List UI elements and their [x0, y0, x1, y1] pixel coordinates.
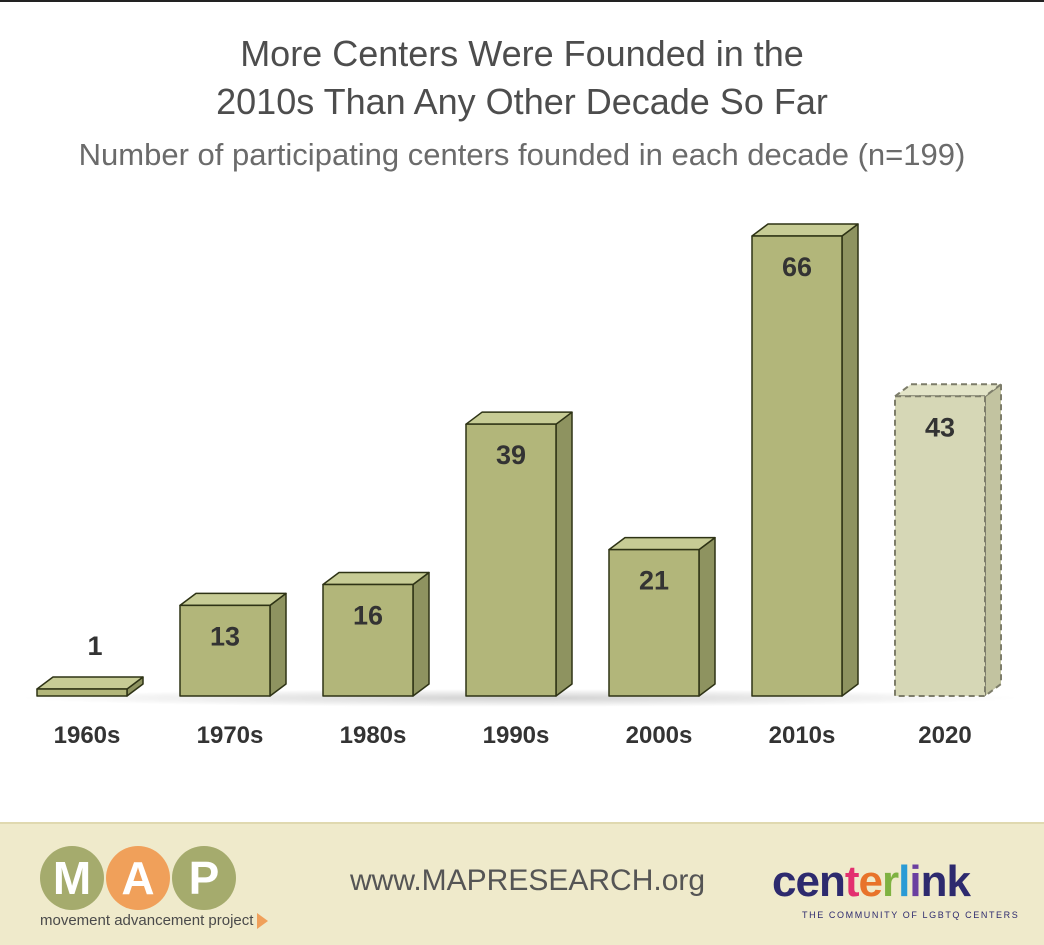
map-letter-m: M [40, 846, 104, 910]
bar-top-face [322, 571, 430, 586]
x-tick-label: 1970s [197, 722, 264, 749]
bar-1980s [322, 571, 430, 697]
map-tagline-text: movement advancement project [40, 912, 254, 929]
top-rule [0, 0, 1044, 2]
bar-top-face [179, 592, 287, 607]
centerlink-wordmark: centerlink [772, 858, 1022, 906]
bar-value-label: 66 [782, 252, 812, 282]
map-logo-letters: M A P [40, 846, 268, 910]
chart-subtitle: Number of participating centers founded … [78, 137, 966, 172]
bar-top-face [36, 676, 144, 690]
centerlink-letter: e [795, 857, 820, 906]
centerlink-letter: l [898, 857, 910, 906]
chart-title-line-2: 2010s Than Any Other Decade So Far [216, 81, 828, 122]
bar-side-face [555, 411, 573, 697]
bar-value-label: 16 [353, 600, 383, 630]
x-tick-label: 1990s [483, 722, 550, 749]
chart-title-line-1: More Centers Were Founded in the [240, 33, 804, 74]
bar-value-label: 1 [87, 631, 102, 661]
bar-front-face [322, 583, 414, 697]
bar-top-face [751, 223, 859, 237]
x-tick-label: 2010s [769, 722, 836, 749]
map-logo[interactable]: M A P movement advancement project [40, 846, 269, 929]
chart-title: More Centers Were Founded in the 2010s T… [0, 30, 1044, 126]
map-tagline: movement advancement project [40, 912, 269, 929]
bar-1990s [465, 411, 573, 697]
bar-front-face [465, 423, 557, 697]
bar-side-face [412, 571, 430, 697]
bar-top-face [608, 536, 716, 551]
bar-2020 [894, 383, 1002, 697]
centerlink-letter: n [920, 857, 948, 906]
map-letter-a: A [106, 846, 170, 910]
bar-value-label: 43 [925, 412, 955, 442]
bar-side-face [841, 223, 859, 697]
bar-value-label: 39 [496, 440, 526, 470]
bar-value-label: 13 [210, 621, 240, 651]
centerlink-letter: r [882, 857, 899, 906]
bar-chart: 1 1960s 13 1970s 16 1980s 39 1990s 21 2000s 66 2010… [20, 223, 1020, 749]
arrow-right-icon [257, 912, 269, 929]
bar-front-face [179, 604, 271, 697]
bar-top-face [894, 383, 1002, 398]
bar-1960s [36, 676, 144, 697]
centerlink-letter: i [909, 857, 921, 906]
x-tick-label: 2000s [626, 722, 693, 749]
bar-1970s [179, 592, 287, 697]
x-tick-label: 2020 [918, 722, 971, 749]
bar-value-label: 21 [639, 566, 669, 596]
bar-2000s [608, 536, 716, 697]
centerlink-tagline: THE COMMUNITY OF LGBTQ CENTERS [802, 910, 1020, 920]
website-link[interactable]: www.MAPRESEARCH.org [350, 864, 706, 897]
centerlink-letter: e [858, 857, 884, 906]
bar-front-face [608, 548, 700, 697]
centerlink-letter: n [818, 857, 846, 906]
centerlink-letter: k [946, 857, 971, 906]
bar-side-face [698, 536, 716, 697]
centerlink-logo[interactable]: centerlink THE COMMUNITY OF LGBTQ CENTER… [772, 858, 1022, 921]
x-tick-label: 1980s [340, 722, 407, 749]
bar-side-face [984, 383, 1002, 697]
map-letter-p: P [172, 846, 236, 910]
bar-front-face [36, 688, 128, 697]
bar-front-face [894, 395, 986, 697]
footer: M A P movement advancement project www.M… [0, 822, 1044, 945]
x-tick-label: 1960s [54, 722, 121, 749]
centerlink-letter: c [772, 857, 797, 906]
bar-2010s [751, 223, 859, 697]
bar-top-face [465, 411, 573, 425]
centerlink-letter: t [844, 857, 860, 906]
bar-side-face [269, 592, 287, 697]
bar-front-face [751, 235, 843, 697]
